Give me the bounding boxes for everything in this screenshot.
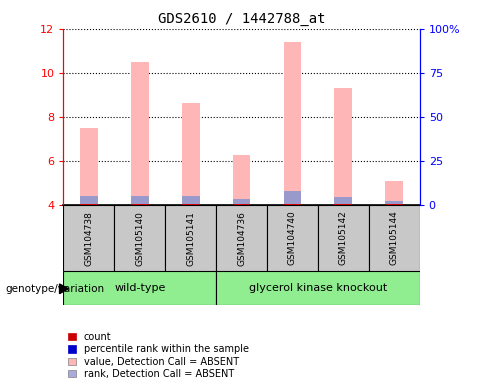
Text: GSM104736: GSM104736 <box>237 211 246 266</box>
Text: GSM104740: GSM104740 <box>288 211 297 265</box>
Bar <box>131 204 149 205</box>
Bar <box>233 204 250 205</box>
Legend: count, percentile rank within the sample, value, Detection Call = ABSENT, rank, : count, percentile rank within the sample… <box>68 332 249 379</box>
Bar <box>369 205 420 271</box>
Bar <box>284 191 302 205</box>
Text: glycerol kinase knockout: glycerol kinase knockout <box>249 283 387 293</box>
Bar <box>182 204 200 205</box>
FancyArrow shape <box>60 284 68 294</box>
Bar <box>131 62 149 205</box>
Bar <box>334 88 352 205</box>
Bar <box>318 205 369 271</box>
Bar <box>334 197 352 205</box>
Bar <box>80 204 98 205</box>
Bar <box>233 155 250 205</box>
Bar <box>284 42 302 205</box>
Text: GSM105144: GSM105144 <box>390 211 399 265</box>
Bar <box>334 204 352 205</box>
Title: GDS2610 / 1442788_at: GDS2610 / 1442788_at <box>158 12 325 26</box>
Text: GSM105140: GSM105140 <box>135 211 144 266</box>
Bar <box>131 195 149 205</box>
Bar <box>386 204 403 205</box>
Bar <box>182 195 200 205</box>
Bar <box>216 205 267 271</box>
Bar <box>80 195 98 205</box>
Text: genotype/variation: genotype/variation <box>5 284 104 294</box>
Bar <box>267 205 318 271</box>
Bar <box>63 271 216 305</box>
Text: GSM105142: GSM105142 <box>339 211 348 265</box>
Bar <box>63 205 114 271</box>
Text: GSM104738: GSM104738 <box>84 211 93 266</box>
Bar <box>80 128 98 205</box>
Text: wild-type: wild-type <box>114 283 165 293</box>
Bar <box>165 205 216 271</box>
Bar <box>216 271 420 305</box>
Bar <box>233 199 250 205</box>
Bar <box>182 103 200 205</box>
Bar <box>114 205 165 271</box>
Bar <box>386 201 403 205</box>
Bar <box>386 181 403 205</box>
Bar <box>284 204 302 205</box>
Text: GSM105141: GSM105141 <box>186 211 195 266</box>
